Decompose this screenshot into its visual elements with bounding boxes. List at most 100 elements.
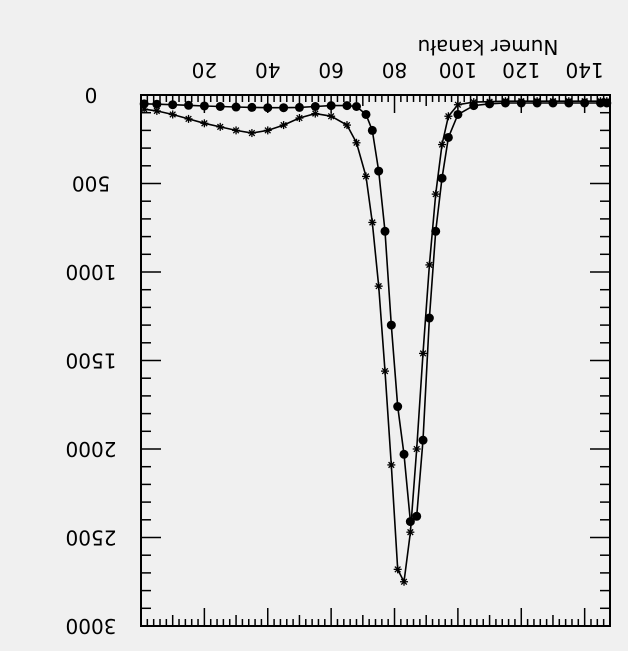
circle-point (184, 100, 194, 110)
star-point (387, 460, 396, 469)
x-axis-title: Numer kanału (418, 35, 559, 59)
star-point (431, 190, 440, 199)
y-tick-label: 1500 (66, 349, 117, 373)
star-point (400, 577, 409, 586)
x-axis-ticks (146, 95, 611, 626)
y-axis-ticks (141, 94, 610, 627)
circle-point (485, 99, 495, 109)
circle-point (231, 102, 241, 112)
star-point (361, 172, 370, 181)
circle-point (602, 98, 612, 108)
circle-point (580, 98, 590, 108)
y-tick-label: 1000 (66, 260, 117, 284)
star-point (393, 565, 402, 574)
star-point (419, 349, 428, 358)
star-point (368, 218, 377, 227)
circle-point (386, 320, 396, 330)
circle-point (500, 98, 510, 108)
circle-point (453, 109, 463, 119)
x-tick-label: 40 (255, 58, 280, 82)
star-point (381, 367, 390, 376)
circle-point (424, 313, 434, 323)
y-tick-label-group: 0 (85, 83, 98, 107)
x-tick-label-group: 140 (566, 58, 604, 82)
star-point (279, 121, 288, 130)
circle-point (152, 99, 162, 109)
series-star-line (144, 100, 607, 585)
x-axis-labels: 20 40 60 80 100 120 140 (192, 58, 604, 82)
circle-point (516, 98, 526, 108)
x-tick-label: 60 (318, 58, 343, 82)
series-layer (139, 97, 612, 586)
circle-point (326, 101, 336, 111)
x-tick-label-group: 80 (382, 58, 407, 82)
star-point (232, 126, 241, 135)
y-tick-label-group: 2000 (66, 437, 117, 461)
y-axis-labels: 0 500 1000 1500 2000 2500 3000 (66, 83, 117, 638)
circle-point (263, 103, 273, 113)
x-tick-label: 120 (502, 58, 540, 82)
circle-point (139, 99, 149, 109)
circle-point (310, 102, 320, 112)
star-point (352, 138, 361, 147)
y-tick-label-group: 2500 (66, 526, 117, 550)
x-tick-label-group: 60 (318, 58, 343, 82)
circle-point (342, 101, 352, 111)
star-point (184, 114, 193, 123)
circle-point (294, 102, 304, 112)
circle-point (418, 435, 428, 445)
y-tick-label-group: 1000 (66, 260, 117, 284)
y-tick-label: 500 (72, 172, 110, 196)
series-circle-line (144, 102, 607, 524)
circle-point (168, 100, 178, 110)
star-point (168, 110, 177, 119)
circle-point (351, 102, 361, 112)
x-tick-label: 140 (566, 58, 604, 82)
circle-point (532, 98, 542, 108)
star-point (200, 119, 209, 128)
star-point (374, 282, 383, 291)
x-tick-label: 100 (439, 58, 477, 82)
circle-point (595, 98, 605, 108)
circle-point (374, 166, 384, 176)
circle-point (469, 101, 479, 111)
circle-point (380, 226, 390, 236)
star-point (425, 260, 434, 269)
y-tick-label: 0 (85, 83, 98, 107)
star-point (444, 112, 453, 121)
circle-point (367, 125, 377, 135)
x-tick-label-group: 20 (192, 58, 217, 82)
circle-point (247, 102, 257, 112)
star-point (438, 140, 447, 149)
circle-point (393, 402, 403, 412)
x-tick-label-group: 100 (439, 58, 477, 82)
y-tick-label: 3000 (66, 614, 117, 638)
circle-point (412, 511, 422, 521)
x-tick-label-group: 120 (502, 58, 540, 82)
y-tick-label: 2500 (66, 526, 117, 550)
circle-point (399, 449, 409, 459)
star-point (453, 100, 462, 109)
circle-point (215, 102, 225, 112)
star-point (263, 126, 272, 135)
y-tick-label-group: 500 (72, 172, 110, 196)
star-point (216, 122, 225, 131)
y-tick-label-group: 3000 (66, 614, 117, 638)
star-point (412, 445, 421, 453)
star-point (327, 112, 336, 121)
x-tick-label: 20 (192, 58, 217, 82)
circle-point (548, 98, 558, 108)
circle-point (279, 103, 289, 113)
star-point (406, 528, 415, 537)
circle-point (564, 98, 574, 108)
circle-point (405, 517, 415, 527)
circle-point (437, 173, 447, 183)
circle-point (361, 109, 371, 119)
y-tick-label: 2000 (66, 437, 117, 461)
star-point (247, 129, 256, 138)
circle-point (443, 132, 453, 142)
circle-point (199, 101, 209, 111)
circle-point (431, 226, 441, 236)
star-point (342, 121, 351, 130)
